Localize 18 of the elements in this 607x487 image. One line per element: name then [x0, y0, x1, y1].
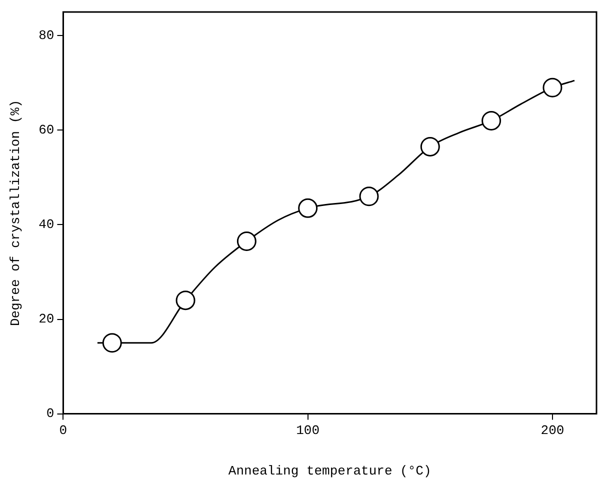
y-tick-label: 0 [46, 406, 54, 422]
point [176, 290, 196, 310]
y-axis-title: Degree of crystallization (%) [8, 100, 24, 326]
point [298, 198, 318, 218]
point [482, 110, 502, 130]
point [420, 136, 440, 156]
y-tick-label: 40 [38, 217, 54, 232]
y-tick-label: 80 [38, 28, 54, 44]
point [542, 78, 562, 98]
point [359, 186, 379, 206]
x-tick-label: 200 [540, 423, 564, 438]
point [236, 232, 256, 252]
y-tick-label: 60 [38, 122, 54, 138]
y-tick-label: 20 [38, 312, 54, 327]
point [102, 333, 122, 353]
x-axis-title: Annealing temperature (°C) [228, 464, 432, 479]
x-tick-label: 100 [296, 423, 320, 438]
x-tick-label: 0 [59, 423, 68, 438]
